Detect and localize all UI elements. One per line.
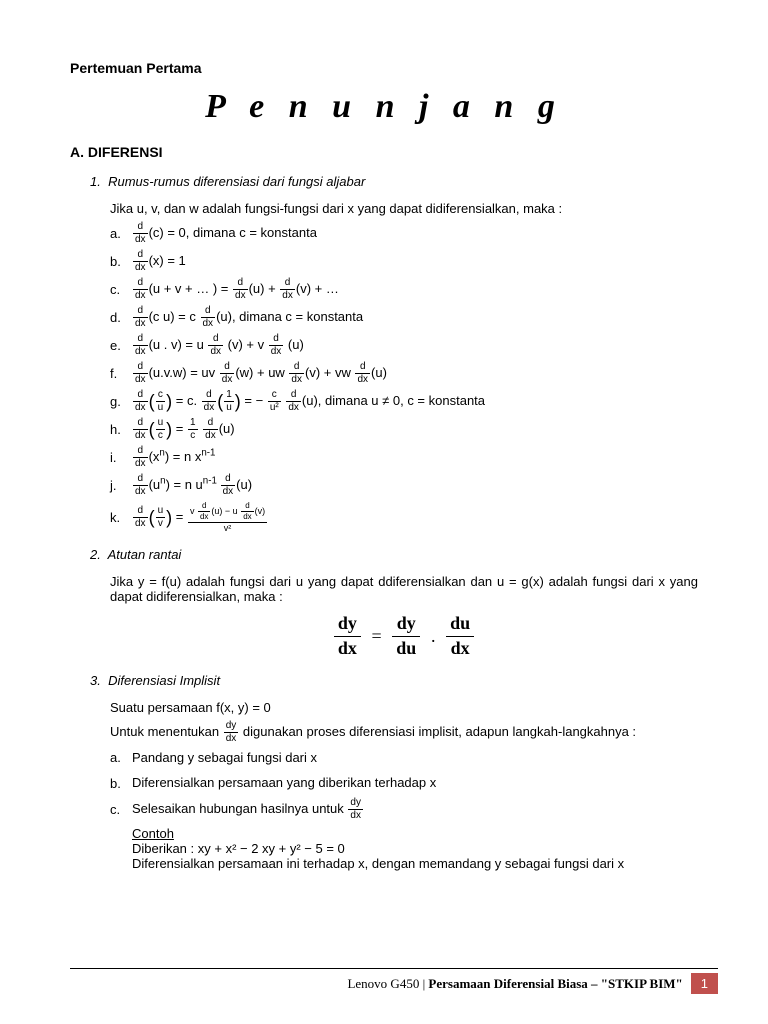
formula-f: f.ddx(u.v.w) = uv ddx(w) + uw ddx(v) + v… xyxy=(110,362,698,385)
section-a-head: A. DIFERENSI xyxy=(70,144,698,160)
sub1-body: Jika u, v, dan w adalah fungsi-fungsi da… xyxy=(110,201,698,533)
formula-e: e.ddx(u . v) = u ddx (v) + v ddx (u) xyxy=(110,334,698,357)
formula-a: a.ddx(c) = 0, dimana c = konstanta xyxy=(110,222,698,245)
sub1-title: 1. Rumus-rumus diferensiasi dari fungsi … xyxy=(90,174,698,189)
formula-b: b.ddx(x) = 1 xyxy=(110,250,698,273)
formula-g: g.ddx(cu) = c. ddx(1u) = − cu² ddx(u), d… xyxy=(110,390,698,413)
sub3-title: 3. Diferensiasi Implisit xyxy=(90,673,698,688)
step-c: c.Selesaikan hubungan hasilnya untuk dyd… xyxy=(110,798,698,821)
sub1-intro: Jika u, v, dan w adalah fungsi-fungsi da… xyxy=(110,201,698,216)
example-label: Contoh xyxy=(132,826,698,841)
footer-text: Lenovo G450 | Persamaan Diferensial Bias… xyxy=(347,976,682,992)
sub2-num: 2. xyxy=(90,547,101,562)
sub3-body: Suatu persamaan f(x, y) = 0 Untuk menent… xyxy=(110,700,698,872)
sub3-num: 3. xyxy=(90,673,101,688)
step-a: a.Pandang y sebagai fungsi dari x xyxy=(110,748,698,768)
sub2-body: Jika y = f(u) adalah fungsi dari u yang … xyxy=(110,574,698,659)
sub2-title: 2. Atutan rantai xyxy=(90,547,698,562)
sub2-text: Atutan rantai xyxy=(108,547,182,562)
formula-h: h.ddx(uc) = 1c ddx(u) xyxy=(110,418,698,441)
sub3-line2: Untuk menentukan dydx digunakan proses d… xyxy=(110,721,698,744)
page-footer: Lenovo G450 | Persamaan Diferensial Bias… xyxy=(70,968,718,994)
implicit-steps: a.Pandang y sebagai fungsi dari x b.Dife… xyxy=(110,748,698,822)
formula-k: k.ddx(uv) = v ddx(u) − u ddx(v)v² xyxy=(110,502,698,533)
meeting-header: Pertemuan Pertama xyxy=(70,60,698,76)
example-instruction: Diferensialkan persamaan ini terhadap x,… xyxy=(132,856,698,871)
formula-i: i.ddx(xn) = n xn-1 xyxy=(110,446,698,469)
formula-c: c.ddx(u + v + … ) = ddx(u) + ddx(v) + … xyxy=(110,278,698,301)
formula-list: a.ddx(c) = 0, dimana c = konstanta b.ddx… xyxy=(110,222,698,533)
document-page: Pertemuan Pertama P e n u n j a n g A. D… xyxy=(0,0,768,911)
sub3-line1: Suatu persamaan f(x, y) = 0 xyxy=(110,700,698,715)
chain-rule-equation: dydx = dydu . dudx xyxy=(110,614,698,659)
formula-j: j.ddx(un) = n un-1 ddx(u) xyxy=(110,474,698,497)
formula-d: d.ddx(c u) = c ddx(u), dimana c = konsta… xyxy=(110,306,698,329)
example-given: Diberikan : xy + x² − 2 xy + y² − 5 = 0 xyxy=(132,841,698,856)
sub3-text: Diferensiasi Implisit xyxy=(108,673,220,688)
example-block: Contoh Diberikan : xy + x² − 2 xy + y² −… xyxy=(132,826,698,871)
sub2-para: Jika y = f(u) adalah fungsi dari u yang … xyxy=(110,574,698,604)
page-title: P e n u n j a n g xyxy=(70,88,698,126)
sub1-num: 1. xyxy=(90,174,101,189)
page-number: 1 xyxy=(691,973,718,994)
step-b: b.Diferensialkan persamaan yang diberika… xyxy=(110,773,698,793)
sub1-text: Rumus-rumus diferensiasi dari fungsi alj… xyxy=(108,174,365,189)
